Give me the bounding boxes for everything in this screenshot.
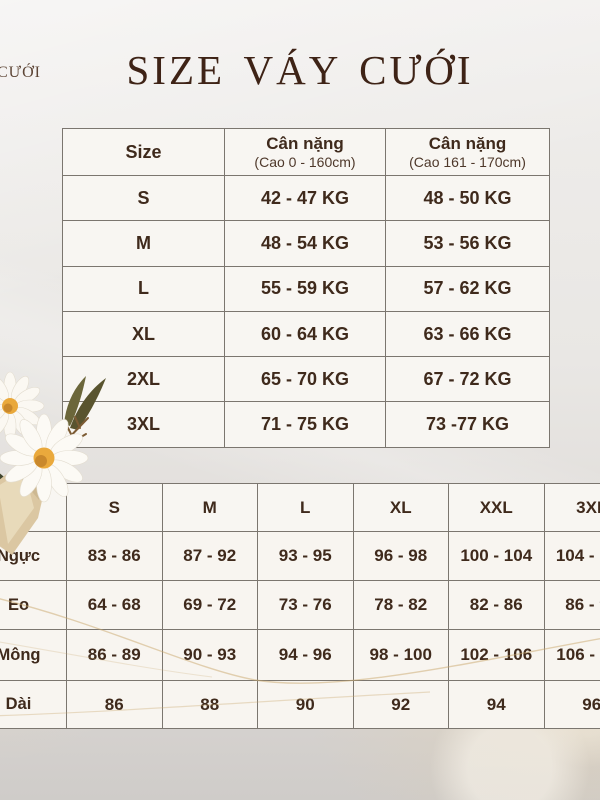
size-cell: S: [62, 174, 225, 222]
measurement-header-size: S: [66, 483, 163, 532]
measurement-row-label: Dài: [0, 680, 67, 729]
weight-cell: 60 - 64 KG: [224, 310, 386, 358]
table-row: Eo 64 - 68 69 - 72 73 - 76 78 - 82 82 - …: [0, 580, 600, 630]
size-cell: 2XL: [62, 356, 225, 403]
measurement-cell: 87 - 92: [161, 531, 258, 581]
weight-cell: 65 - 70 KG: [224, 356, 386, 403]
measurement-row-label: Eo: [0, 580, 67, 630]
measurement-header-size: XL: [352, 483, 449, 532]
measurement-cell: 90 - 93: [161, 629, 258, 681]
weight-table-header-row: Size Cân nặng (Cao 0 - 160cm) Cân nặng (…: [62, 128, 550, 176]
weight-header-range2: Cân nặng (Cao 161 - 170cm): [385, 128, 550, 176]
weight-header-size: Size: [62, 128, 225, 176]
measurement-cell: 98 - 100: [352, 629, 449, 681]
table-row: 3XL 71 - 75 KG 73 -77 KG: [62, 401, 550, 448]
measurement-header-row: S M L XL XXL 3XL: [0, 483, 600, 532]
measurement-cell: 82 - 86: [448, 580, 545, 630]
weight-cell: 48 - 50 KG: [385, 174, 550, 222]
measurement-cell: 88: [161, 680, 258, 729]
weight-cell: 67 - 72 KG: [385, 356, 550, 403]
page-title: SIZE VÁY CƯỚI: [126, 47, 474, 93]
measurement-cell: 86 - 95: [543, 580, 600, 630]
weight-cell: 63 - 66 KG: [385, 310, 550, 358]
table-row: 2XL 65 - 70 KG 67 - 72 KG: [62, 356, 550, 403]
size-cell: 3XL: [62, 401, 225, 448]
measurement-cell: 90: [257, 680, 354, 729]
measurement-header-corner: [0, 483, 67, 532]
measurement-row-label: Mông: [0, 629, 67, 681]
measurement-cell: 64 - 68: [66, 580, 163, 630]
measurement-cell: 100 - 104: [448, 531, 545, 581]
weight-header-range2-title: Cân nặng: [428, 134, 507, 154]
measurement-cell: 106 - 110: [543, 629, 600, 681]
table-row: S 42 - 47 KG 48 - 50 KG: [62, 174, 550, 222]
measurement-cell: 78 - 82: [352, 580, 449, 630]
measurement-row-label: Ngực: [0, 531, 67, 581]
measurement-cell: 96: [543, 680, 600, 729]
weight-cell: 42 - 47 KG: [224, 174, 386, 222]
table-row: XL 60 - 64 KG 63 - 66 KG: [62, 310, 550, 358]
measurement-cell: 94 - 96: [257, 629, 354, 681]
measurement-cell: 92: [352, 680, 449, 729]
weight-cell: 57 - 62 KG: [385, 265, 550, 312]
table-row: L 55 - 59 KG 57 - 62 KG: [62, 265, 550, 312]
measurement-cell: 86 - 89: [66, 629, 163, 681]
measurement-cell: 94: [448, 680, 545, 729]
measurement-header-size: M: [161, 483, 258, 532]
weight-cell: 48 - 54 KG: [224, 220, 386, 267]
weight-header-range1-subtitle: (Cao 0 - 160cm): [254, 153, 356, 170]
measurement-header-size: L: [257, 483, 354, 532]
size-cell: XL: [62, 310, 225, 358]
measurement-cell: 102 - 106: [448, 629, 545, 681]
measurement-cell: 69 - 72: [161, 580, 258, 630]
weight-cell: 71 - 75 KG: [224, 401, 386, 448]
table-row: M 48 - 54 KG 53 - 56 KG: [62, 220, 550, 267]
measurement-cell: 83 - 86: [66, 531, 163, 581]
measurement-cell: 73 - 76: [257, 580, 354, 630]
weight-cell: 55 - 59 KG: [224, 265, 386, 312]
measurement-header-size: 3XL: [543, 483, 600, 532]
weight-header-range1: Cân nặng (Cao 0 - 160cm): [224, 128, 386, 176]
measurement-cell: 96 - 98: [352, 531, 449, 581]
weight-header-range1-title: Cân nặng: [266, 134, 344, 154]
table-row: Mông 86 - 89 90 - 93 94 - 96 98 - 100 10…: [0, 629, 600, 681]
measurement-header-size: XXL: [448, 483, 545, 532]
weight-header-range2-subtitle: (Cao 161 - 170cm): [409, 153, 526, 170]
table-row: Ngực 83 - 86 87 - 92 93 - 95 96 - 98 100…: [0, 531, 600, 581]
measurement-cell: 86: [66, 680, 163, 729]
measurement-cell: 104 - 108: [543, 531, 600, 581]
size-cell: L: [62, 265, 225, 312]
size-cell: M: [62, 220, 225, 267]
weight-table: Size Cân nặng (Cao 0 - 160cm) Cân nặng (…: [62, 128, 550, 448]
measurement-cell: 93 - 95: [257, 531, 354, 581]
weight-cell: 73 -77 KG: [385, 401, 550, 448]
table-row: Dài 86 88 90 92 94 96: [0, 680, 600, 729]
watermark-logo-text: CƯỚI: [0, 64, 41, 81]
weight-cell: 53 - 56 KG: [385, 220, 550, 267]
measurement-table: S M L XL XXL 3XL Ngực 83 - 86 87 - 92 93…: [0, 483, 600, 729]
